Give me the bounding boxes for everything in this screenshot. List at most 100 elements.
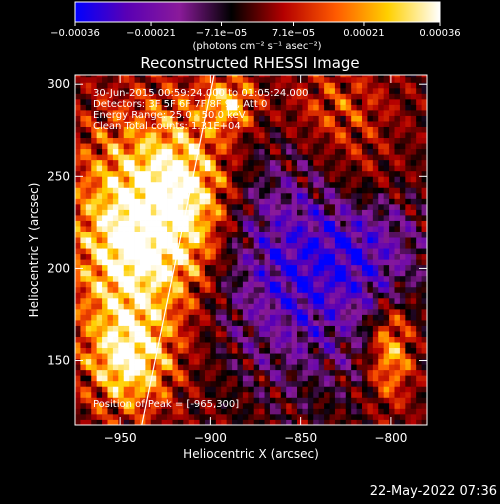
heatmap-cell [383,292,390,299]
heatmap-cell [286,220,293,227]
heatmap-cell [302,192,309,199]
heatmap-cell [421,413,427,420]
heatmap-cell [302,198,309,205]
heatmap-cell [215,270,222,277]
heatmap-cell [286,248,293,255]
heatmap-cell [399,93,406,100]
heatmap-cell [112,237,119,244]
heatmap-cell [313,176,320,183]
heatmap-cell [297,237,303,244]
heatmap-cell [204,159,211,166]
heatmap-cell [226,380,233,387]
x-axis-label: Heliocentric X (arcsec) [183,447,319,461]
heatmap-cell [183,358,190,365]
heatmap-cell [75,308,81,315]
heatmap-cell [85,386,92,393]
heatmap-cell [275,259,282,266]
heatmap-cell [416,203,422,210]
heatmap-cell [237,397,244,404]
heatmap-cell [389,148,395,155]
heatmap-cell [107,121,114,127]
heatmap-cell [410,419,417,425]
heatmap-cell [313,248,320,255]
heatmap-cell [248,87,255,94]
heatmap-cell [204,126,211,133]
heatmap-cell [410,380,417,387]
heatmap-cell [313,259,320,266]
heatmap-cell [232,159,238,166]
heatmap-cell [129,154,135,161]
heatmap-cell [199,121,206,127]
heatmap-cell [286,397,293,404]
heatmap-cell [145,297,152,304]
heatmap-cell [177,242,184,249]
heatmap-cell [383,76,390,83]
heatmap-cell [389,347,395,354]
heatmap-cell [421,419,427,425]
heatmap-cell [416,215,422,221]
heatmap-cell [399,402,406,409]
heatmap-cell [129,143,135,150]
heatmap-cell [145,237,152,244]
heatmap-cell [232,192,238,199]
heatmap-cell [329,159,336,166]
heatmap-cell [389,143,395,150]
heatmap-cell [383,215,390,221]
heatmap-cell [102,143,108,150]
heatmap-cell [96,364,103,371]
heatmap-cell [85,308,92,315]
heatmap-cell [410,176,417,183]
heatmap-cell [275,358,282,365]
heatmap-cell [269,154,276,161]
heatmap-cell [389,364,395,371]
heatmap-cell [221,270,228,277]
heatmap-cell [215,386,222,393]
heatmap-cell [340,402,347,409]
heatmap-cell [248,408,255,415]
heatmap-cell [80,264,87,271]
heatmap-cell [324,342,330,349]
heatmap-cell [405,159,412,166]
heatmap-cell [177,87,184,94]
heatmap-cell [378,275,385,282]
heatmap-cell [102,264,108,271]
heatmap-cell [221,303,228,310]
heatmap-cell [389,419,395,425]
heatmap-cell [75,358,81,365]
heatmap-cell [253,176,260,183]
heatmap-cell [161,148,168,155]
heatmap-cell [85,402,92,409]
heatmap-cell [416,209,422,216]
heatmap-cell [161,75,168,78]
heatmap-cell [302,132,309,139]
heatmap-cell [416,413,422,420]
heatmap-cell [372,75,379,78]
heatmap-cell [259,353,265,360]
heatmap-cell [269,98,276,105]
heatmap-cell [389,408,395,415]
heatmap-cell [215,253,222,260]
heatmap-cell [269,391,276,398]
heatmap-cell [199,215,206,221]
heatmap-cell [188,165,195,172]
heatmap-cell [91,176,98,183]
heatmap-cell [188,115,195,122]
heatmap-cell [318,154,325,161]
heatmap-cell [226,192,233,199]
heatmap-cell [199,209,206,216]
heatmap-cell [421,110,427,116]
heatmap-cell [161,391,168,398]
heatmap-cell [297,148,303,155]
heatmap-cell [237,419,244,425]
heatmap-cell [102,137,108,144]
heatmap-cell [80,176,87,183]
heatmap-cell [394,270,401,277]
heatmap-cell [167,314,173,321]
heatmap-cell [286,170,293,177]
heatmap-cell [177,159,184,166]
heatmap-cell [129,342,135,349]
heatmap-cell [399,275,406,282]
heatmap-cell [248,176,255,183]
heatmap-cell [389,353,395,360]
heatmap-cell [226,237,233,244]
